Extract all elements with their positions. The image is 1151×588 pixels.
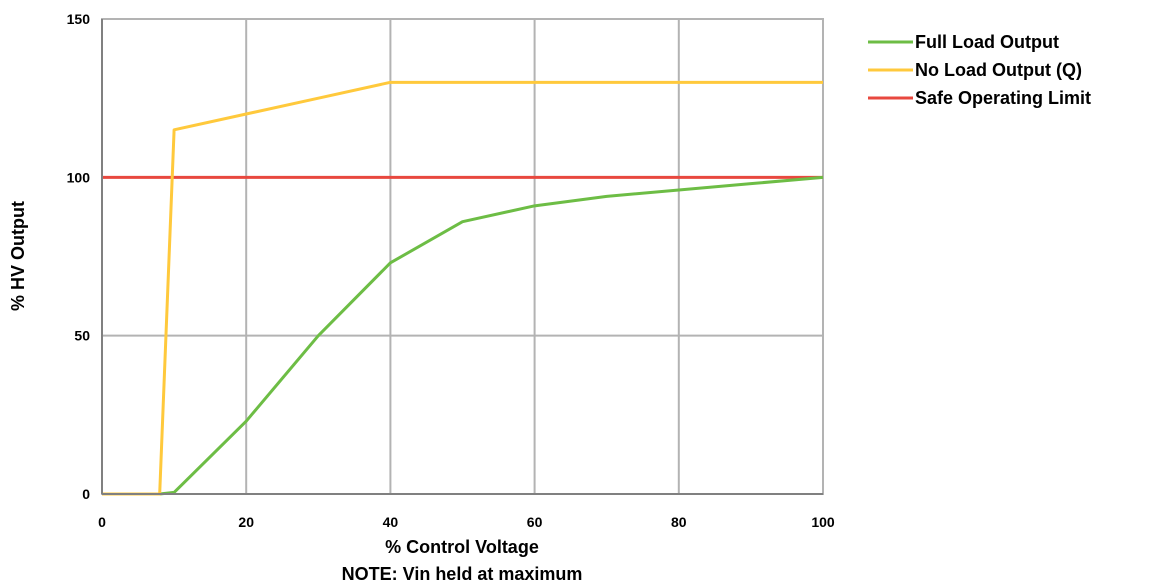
y-tick-label: 100 (67, 169, 91, 185)
series-lines (102, 80, 824, 496)
x-tick-label: 100 (811, 514, 835, 530)
legend: Full Load Output No Load Output (Q) Safe O… (868, 32, 1091, 108)
x-tick-label: 40 (383, 514, 399, 530)
y-tick-labels: 0 50 100 150 (67, 11, 91, 502)
y-axis-title: % HV Output (8, 201, 28, 311)
x-tick-label: 80 (671, 514, 687, 530)
y-tick-label: 0 (82, 486, 90, 502)
x-tick-labels: 0 20 40 60 80 100 (98, 514, 835, 530)
x-tick-label: 60 (527, 514, 543, 530)
legend-label: No Load Output (Q) (915, 60, 1082, 80)
x-axis-title: % Control Voltage (385, 537, 539, 557)
y-tick-label: 150 (67, 11, 91, 27)
series-line-no-load-output-q (102, 80, 823, 496)
series-line-full-load-output (102, 175, 824, 496)
y-tick-label: 50 (74, 328, 90, 344)
x-tick-label: 0 (98, 514, 106, 530)
gridlines (101, 18, 824, 495)
plot-area-frame (101, 18, 824, 495)
legend-label: Full Load Output (915, 32, 1059, 52)
chart-note: NOTE: Vin held at maximum (342, 564, 583, 584)
legend-label: Safe Operating Limit (915, 88, 1091, 108)
x-tick-label: 20 (238, 514, 254, 530)
